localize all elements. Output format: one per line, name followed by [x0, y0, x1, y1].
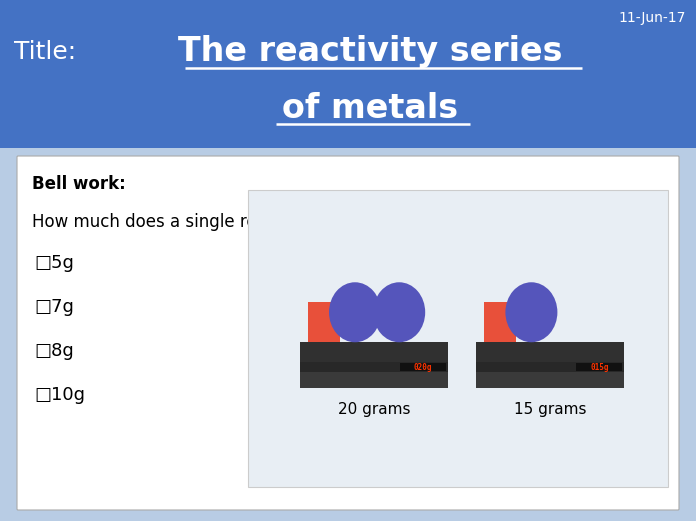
- Text: 15 grams: 15 grams: [514, 402, 587, 417]
- Bar: [476, 362, 624, 373]
- Text: 015g: 015g: [590, 363, 608, 372]
- Text: 020g: 020g: [413, 363, 432, 372]
- Ellipse shape: [505, 282, 557, 342]
- Bar: [308, 302, 340, 342]
- Text: Title:: Title:: [14, 40, 76, 64]
- Bar: [400, 363, 446, 371]
- Bar: [300, 342, 448, 362]
- Ellipse shape: [373, 282, 425, 342]
- Bar: [300, 362, 448, 373]
- Bar: [484, 302, 516, 342]
- Bar: [248, 190, 668, 487]
- Text: □5g: □5g: [34, 254, 74, 272]
- Text: Bell work:: Bell work:: [32, 175, 126, 193]
- Text: 11-Jun-17: 11-Jun-17: [619, 11, 686, 25]
- Text: The reactivity series: The reactivity series: [177, 35, 562, 68]
- Text: 20 grams: 20 grams: [338, 402, 410, 417]
- Text: □10g: □10g: [34, 386, 85, 404]
- Text: of metals: of metals: [282, 92, 458, 125]
- Bar: [0, 0, 696, 148]
- Bar: [476, 342, 624, 362]
- Bar: [576, 363, 622, 371]
- Text: □7g: □7g: [34, 298, 74, 316]
- Text: □8g: □8g: [34, 342, 74, 360]
- Ellipse shape: [329, 282, 381, 342]
- Bar: [476, 373, 624, 388]
- Bar: [300, 373, 448, 388]
- FancyBboxPatch shape: [17, 156, 679, 510]
- Text: How much does a single red square weigh?: How much does a single red square weigh?: [32, 213, 393, 231]
